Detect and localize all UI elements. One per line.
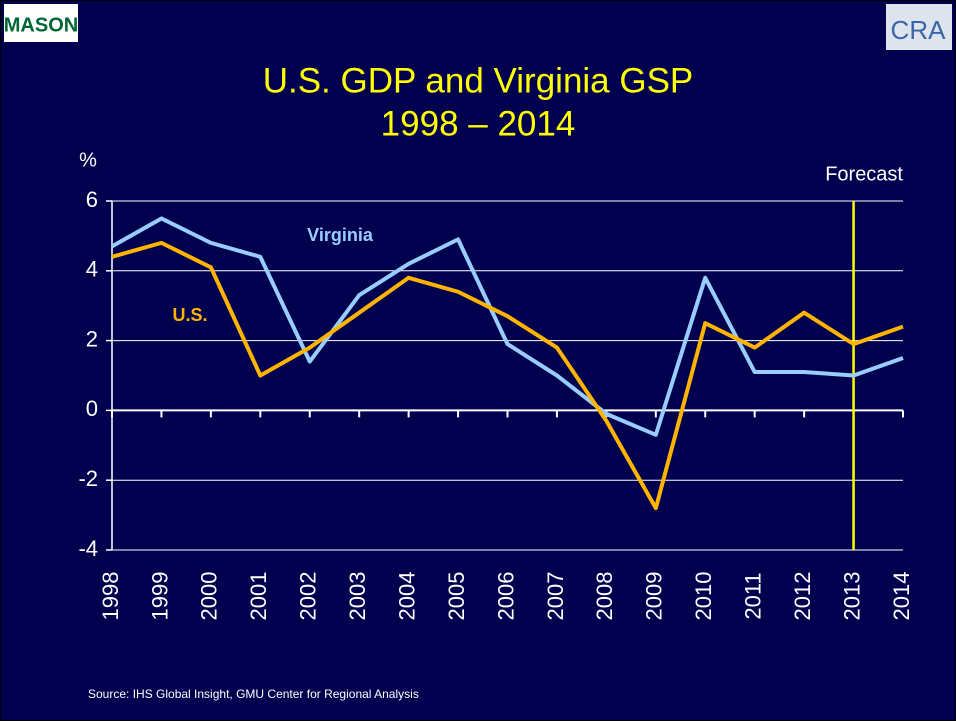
left-logo: MASON (4, 14, 78, 36)
x-tick-label: 2000 (197, 572, 222, 621)
x-tick-label: 2008 (592, 572, 617, 621)
y-tick-label: -4 (78, 536, 98, 561)
series-line (111, 216, 904, 437)
x-tick-label: 1999 (147, 572, 172, 621)
x-tick-label: 2006 (493, 572, 518, 621)
x-tick-label: 2009 (642, 572, 667, 621)
y-tick-label: 6 (86, 187, 98, 212)
y-tick-label: 2 (86, 326, 98, 351)
y-axis-label: % (79, 149, 97, 171)
x-tick-label: 2014 (889, 572, 914, 621)
x-tick-label: 2002 (296, 572, 321, 621)
left-logo-box (4, 4, 78, 42)
source-note: Source: IHS Global Insight, GMU Center f… (88, 687, 419, 701)
chart-subtitle: 1998 – 2014 (381, 104, 576, 143)
right-logo-box (886, 4, 952, 50)
x-tick-label: 2013 (839, 572, 864, 621)
right-logo: CRA (891, 15, 947, 45)
x-tick-label: 2004 (394, 572, 419, 621)
x-tick-label: 2010 (691, 572, 716, 621)
series-line (111, 240, 904, 511)
y-tick-label: 4 (86, 257, 98, 282)
y-tick-label: -2 (78, 466, 98, 491)
x-tick-label: 2003 (345, 572, 370, 621)
x-tick-label: 2001 (246, 572, 271, 621)
series-label: U.S. (172, 305, 207, 325)
x-tick-label: 1998 (98, 572, 123, 621)
chart-title: U.S. GDP and Virginia GSP (263, 61, 694, 100)
series-label: Virginia (307, 225, 374, 245)
x-tick-label: 2012 (790, 572, 815, 621)
x-tick-label: 2007 (543, 572, 568, 621)
x-tick-label: 2005 (444, 572, 469, 621)
x-tick-label: 2011 (741, 572, 766, 619)
y-tick-label: 0 (86, 396, 98, 421)
annotation: Forecast (825, 163, 903, 185)
